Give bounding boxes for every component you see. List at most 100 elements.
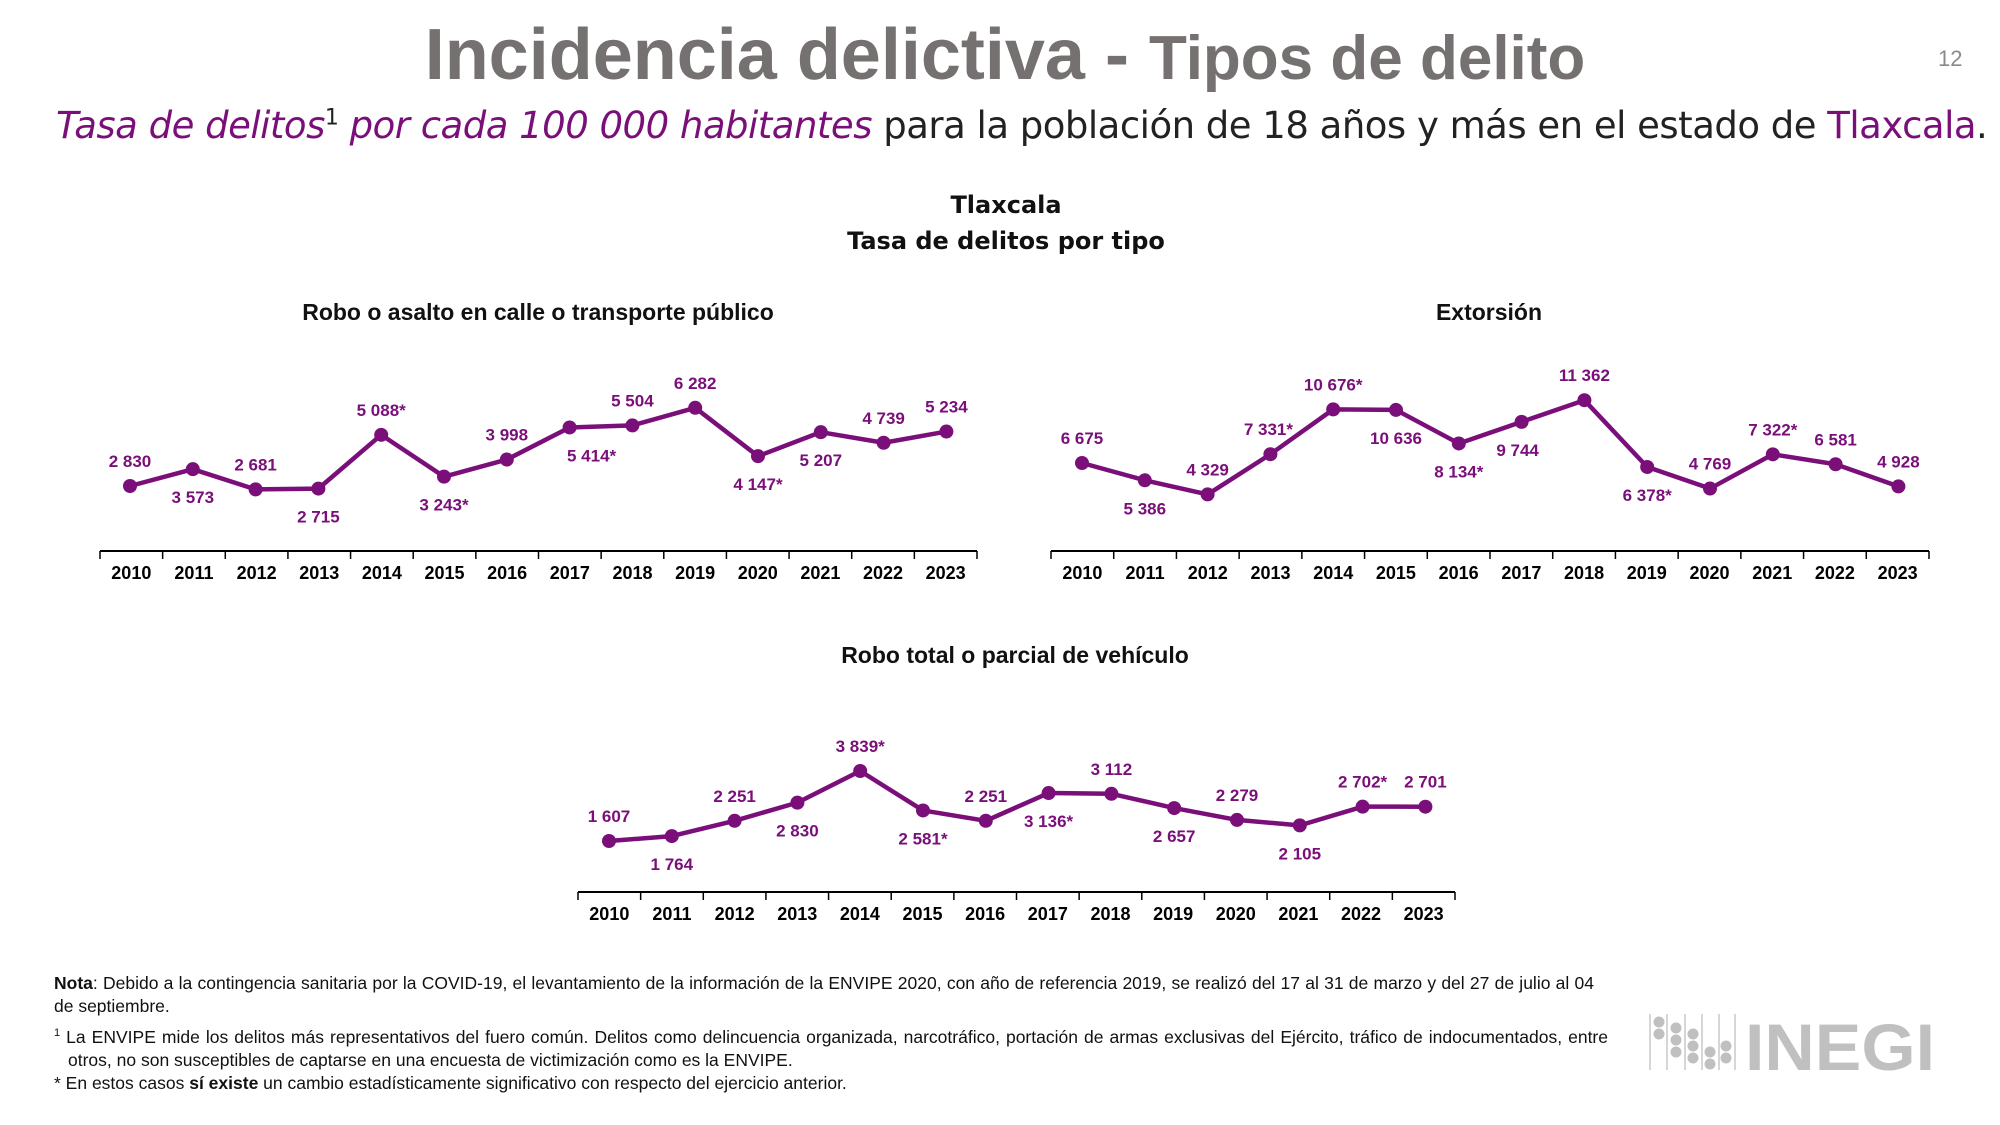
x-tick-label: 2018 <box>1564 563 1604 583</box>
data-label: 2 279 <box>1216 786 1259 805</box>
footnote-star: * En estos casos sí existe un cambio est… <box>54 1072 1594 1095</box>
data-label: 2 681 <box>234 455 277 474</box>
data-label: 4 928 <box>1877 452 1920 471</box>
data-label: 3 243* <box>419 496 469 515</box>
figure-heading-state: Tlaxcala <box>950 191 1062 219</box>
data-point <box>248 482 263 497</box>
data-point <box>1514 414 1529 429</box>
data-label: 3 136* <box>1024 812 1074 831</box>
chart-title: Extorsión <box>1436 299 1542 325</box>
data-label: 4 329 <box>1186 460 1229 479</box>
subtitle-rest: para la población de 18 años y más en el… <box>871 104 1828 147</box>
data-label: 6 675 <box>1061 429 1104 448</box>
x-tick-label: 2016 <box>965 904 1005 924</box>
data-point <box>853 764 868 779</box>
data-label: 2 105 <box>1279 844 1322 863</box>
series-line <box>129 405 947 492</box>
data-label: 2 715 <box>297 508 340 527</box>
data-point <box>1640 459 1655 474</box>
subtitle-end: . <box>1976 104 1988 147</box>
x-tick-label: 2023 <box>1878 563 1918 583</box>
x-tick-label: 2014 <box>1313 563 1353 583</box>
star-pre: * En estos casos <box>54 1073 190 1093</box>
x-tick-label: 2017 <box>1501 563 1541 583</box>
x-tick-label: 2011 <box>652 904 691 924</box>
data-point <box>1075 456 1089 470</box>
data-point <box>602 834 616 848</box>
data-label: 2 657 <box>1153 827 1196 846</box>
data-point <box>1263 447 1278 462</box>
data-point <box>790 795 805 810</box>
subtitle-em: Tasa de delitos <box>56 104 325 147</box>
x-tick-label: 2010 <box>589 904 629 924</box>
x-tick-label: 2013 <box>299 563 339 583</box>
data-label: 6 581 <box>1814 430 1857 449</box>
data-point <box>1326 402 1341 417</box>
data-label: 11 362 <box>1559 366 1610 385</box>
data-label: 3 112 <box>1091 760 1133 779</box>
x-tick-label: 2012 <box>237 563 277 583</box>
x-tick-label: 2011 <box>1126 563 1165 583</box>
data-label: 2 830 <box>776 822 819 841</box>
data-point <box>1200 487 1215 502</box>
x-tick-label: 2010 <box>111 563 151 583</box>
data-point <box>1828 457 1843 472</box>
data-label: 5 386 <box>1124 499 1167 518</box>
x-tick-label: 2010 <box>1062 563 1102 583</box>
chart-title: Robo total o parcial de vehículo <box>841 642 1189 668</box>
data-point <box>1765 447 1780 462</box>
data-point <box>185 462 200 477</box>
data-point <box>1891 479 1906 494</box>
note-covid: Nota: Debido a la contingencia sanitaria… <box>54 972 1594 1018</box>
x-tick-label: 2023 <box>926 563 966 583</box>
page-number: 12 <box>1938 46 1963 71</box>
x-tick-label: 2016 <box>1439 563 1479 583</box>
title-sub: Tipos de delito <box>1148 24 1586 93</box>
inegi-logo: INEGI <box>1649 1010 1935 1078</box>
x-tick-label: 2023 <box>1404 904 1444 924</box>
x-tick-label: 2022 <box>863 563 903 583</box>
data-label: 5 234 <box>925 398 968 417</box>
x-tick-label: 2012 <box>1188 563 1228 583</box>
x-tick-label: 2022 <box>1815 563 1855 583</box>
note-label: Nota <box>54 973 93 993</box>
subtitle-em2: por cada 100 000 habitantes <box>338 104 873 147</box>
data-point <box>688 400 703 415</box>
x-tick-label: 2019 <box>1153 904 1193 924</box>
star-post: un cambio estadísticamente significativo… <box>258 1073 847 1093</box>
x-tick-label: 2019 <box>1627 563 1667 583</box>
data-point <box>437 469 451 484</box>
data-label: 9 744 <box>1496 441 1539 460</box>
x-tick-label: 2020 <box>1689 563 1729 583</box>
x-tick-label: 2015 <box>903 904 943 924</box>
data-point <box>813 425 828 440</box>
data-label: 5 414* <box>567 446 617 465</box>
footnote-ref: 1 <box>324 105 339 131</box>
data-point <box>1167 801 1182 816</box>
data-label: 6 378* <box>1623 486 1673 505</box>
data-point <box>664 829 679 844</box>
data-label: 5 088* <box>357 401 407 420</box>
footnote-1: 1 La ENVIPE mide los delitos más represe… <box>54 1022 1608 1072</box>
x-tick-label: 2015 <box>1376 563 1416 583</box>
data-point <box>1577 393 1592 408</box>
page-title: Incidencia delictiva - Tipos de delito <box>0 14 2000 96</box>
data-label: 4 147* <box>733 475 783 494</box>
chart-title: Robo o asalto en calle o transporte públ… <box>302 299 774 325</box>
data-point <box>939 424 954 439</box>
data-point <box>978 813 993 828</box>
x-tick-label: 2013 <box>1250 563 1290 583</box>
x-tick-label: 2020 <box>738 563 778 583</box>
data-point <box>1418 799 1433 814</box>
x-tick-label: 2022 <box>1341 904 1381 924</box>
data-label: 1 764 <box>651 855 694 874</box>
x-tick-label: 2014 <box>840 904 880 924</box>
series-line <box>608 768 1426 844</box>
x-tick-label: 2021 <box>1752 563 1792 583</box>
data-label: 10 636 <box>1370 429 1422 448</box>
data-label: 7 331* <box>1244 420 1294 439</box>
data-label: 10 676* <box>1304 375 1363 394</box>
subtitle-place: Tlaxcala <box>1827 104 1977 147</box>
x-tick-label: 2020 <box>1216 904 1256 924</box>
data-label: 2 251 <box>965 787 1008 806</box>
